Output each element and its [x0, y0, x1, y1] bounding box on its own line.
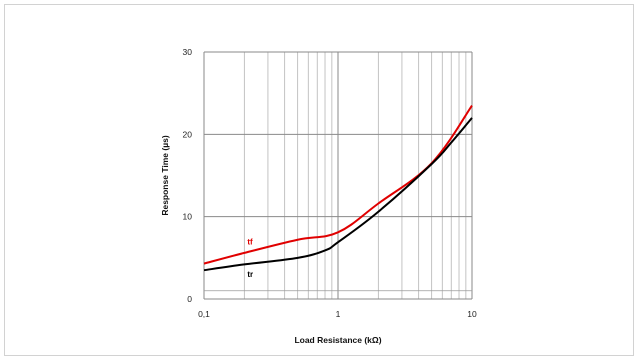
grid [203, 51, 473, 300]
y-tick-label: 0 [187, 294, 192, 304]
y-axis-label: Response Time (µs) [160, 135, 170, 215]
y-tick-label: 20 [183, 129, 193, 139]
x-axis-label: Load Resistance (kΩ) [294, 335, 381, 345]
series-lines [203, 104, 473, 272]
series-line-tr [203, 117, 473, 272]
y-tick-label: 30 [183, 47, 193, 57]
tick-labels: 0 10 20 30 0,1 1 10 [183, 47, 477, 319]
y-tick-label: 10 [183, 212, 193, 222]
x-tick-label: 10 [467, 309, 477, 319]
series-labels: tf tr [247, 238, 253, 279]
series-label-tr: tr [247, 270, 253, 279]
x-tick-label: 0,1 [198, 309, 210, 319]
chart-frame [4, 4, 634, 356]
x-tick-label: 1 [336, 309, 341, 319]
series-label-tf: tf [247, 238, 253, 247]
